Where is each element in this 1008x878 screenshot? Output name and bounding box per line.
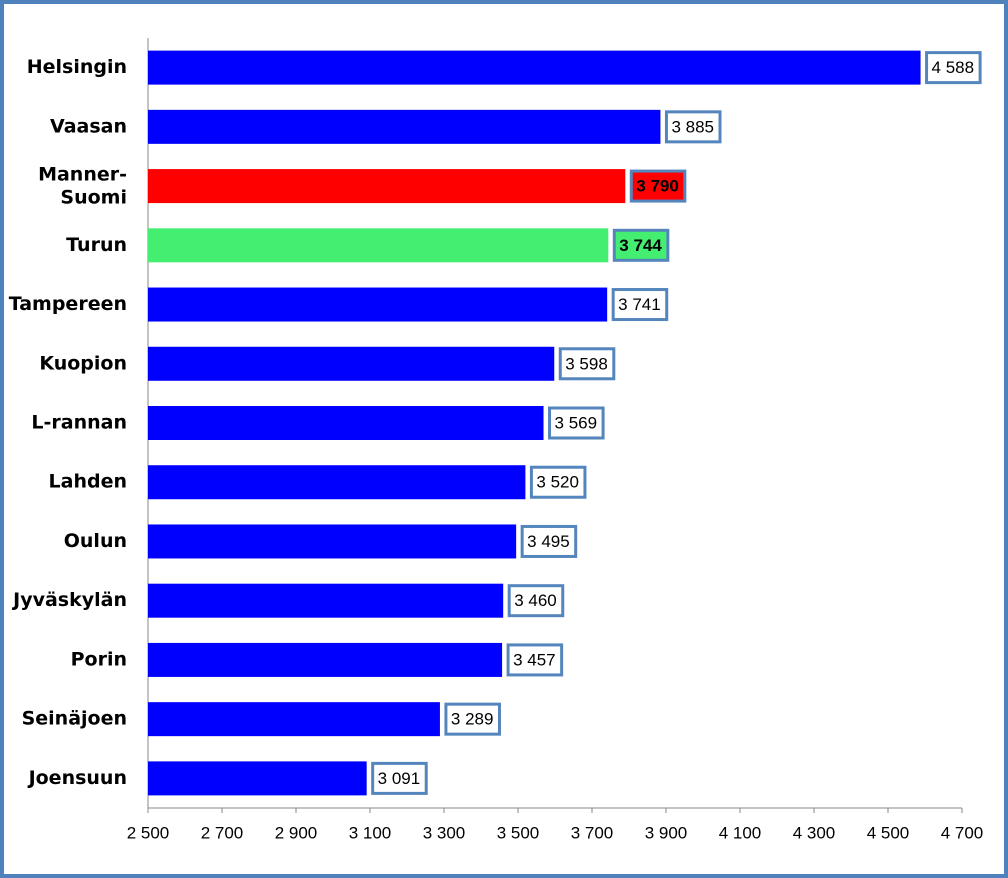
x-tick-label: 4 300 bbox=[793, 823, 836, 842]
value-label-box bbox=[629, 169, 687, 203]
y-tick-label: Helsingin bbox=[27, 56, 127, 78]
value-label: 3 744 bbox=[619, 236, 662, 255]
x-tick-label: 4 100 bbox=[719, 823, 762, 842]
value-label-box bbox=[925, 51, 982, 85]
value-label-box bbox=[548, 406, 605, 440]
bar bbox=[148, 109, 661, 144]
bar bbox=[148, 346, 555, 381]
value-label: 3 569 bbox=[555, 413, 598, 432]
bar bbox=[148, 702, 440, 737]
x-tick-label: 4 500 bbox=[867, 823, 910, 842]
value-label: 3 885 bbox=[671, 117, 714, 136]
bar bbox=[148, 169, 626, 204]
value-label: 3 091 bbox=[378, 769, 421, 788]
y-tick-label: Seinäjoen bbox=[22, 708, 127, 730]
y-tick-label: Kuopion bbox=[39, 352, 127, 374]
value-label-box bbox=[371, 761, 428, 795]
y-tick-label: Tampereen bbox=[9, 293, 127, 315]
value-label: 3 790 bbox=[636, 177, 679, 196]
y-tick-label: Lahden bbox=[49, 471, 127, 493]
value-label: 3 520 bbox=[536, 473, 579, 492]
x-tick-label: 4 700 bbox=[941, 823, 984, 842]
y-tick-label: Joensuun bbox=[27, 767, 127, 789]
value-label: 3 460 bbox=[514, 591, 557, 610]
value-label-box bbox=[444, 702, 501, 736]
x-tick-label: 3 500 bbox=[497, 823, 540, 842]
bar bbox=[148, 524, 517, 559]
y-tick-label: Turun bbox=[66, 234, 127, 256]
value-label-box bbox=[506, 643, 564, 677]
bar bbox=[148, 642, 503, 677]
x-tick-label: 3 300 bbox=[423, 823, 466, 842]
bar bbox=[148, 228, 609, 263]
x-tick-label: 3 900 bbox=[645, 823, 688, 842]
bar bbox=[148, 583, 504, 618]
bar bbox=[148, 406, 544, 440]
y-tick-label: Jyväskylän bbox=[11, 589, 127, 611]
value-label: 3 741 bbox=[618, 295, 661, 314]
value-label-box bbox=[611, 288, 669, 322]
x-tick-label: 3 100 bbox=[349, 823, 392, 842]
bar bbox=[148, 287, 608, 322]
value-label-box bbox=[507, 584, 565, 618]
bar bbox=[148, 465, 526, 500]
y-tick-label: L-rannan bbox=[31, 412, 127, 434]
value-label-box bbox=[529, 465, 587, 499]
value-label-box bbox=[558, 347, 616, 381]
bar bbox=[148, 50, 921, 85]
value-label: 3 289 bbox=[451, 710, 494, 729]
bar bbox=[148, 761, 367, 796]
value-label: 3 495 bbox=[527, 532, 570, 551]
y-tick-label: Porin bbox=[71, 648, 127, 670]
value-label: 4 588 bbox=[932, 58, 975, 77]
value-label: 3 598 bbox=[565, 354, 608, 373]
x-tick-label: 2 700 bbox=[201, 823, 244, 842]
x-tick-label: 3 700 bbox=[571, 823, 614, 842]
x-tick-label: 2 500 bbox=[127, 823, 170, 842]
x-tick-label: 2 900 bbox=[275, 823, 318, 842]
value-label-box bbox=[664, 110, 722, 144]
value-label-box bbox=[612, 228, 670, 262]
value-label-box bbox=[520, 524, 578, 558]
y-tick-label: Oulun bbox=[64, 530, 127, 552]
y-tick-label: Manner-Suomi bbox=[38, 163, 127, 208]
value-label: 3 457 bbox=[513, 650, 556, 669]
y-tick-label: Vaasan bbox=[50, 115, 127, 137]
